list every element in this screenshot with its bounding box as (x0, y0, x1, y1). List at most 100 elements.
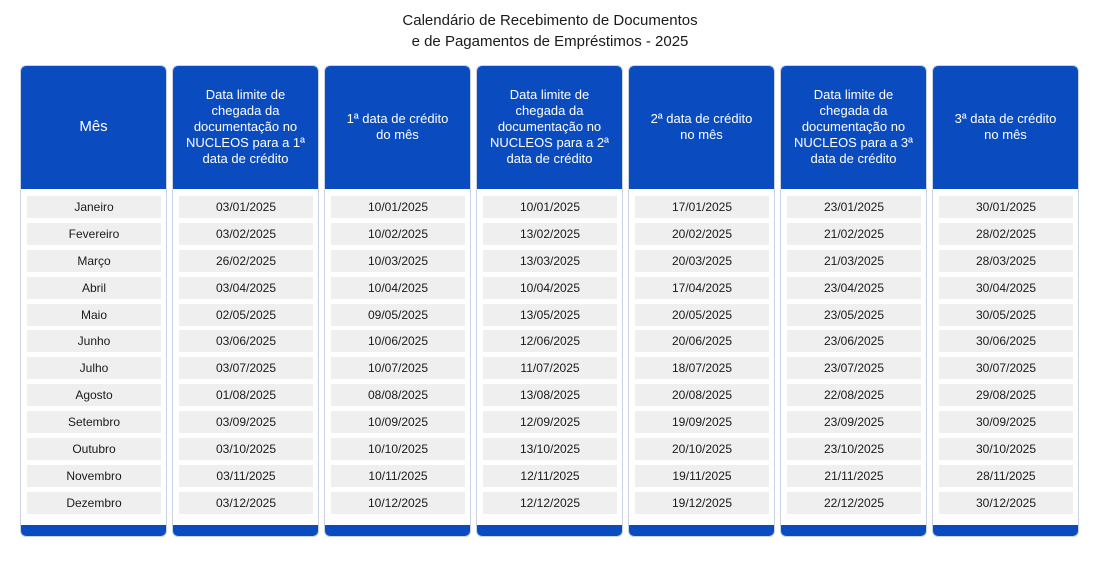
table-cell-credito3: 28/11/2025 (939, 464, 1073, 487)
column-limite-2: Data limite de chegada da documentação n… (476, 65, 623, 537)
table-cell-limite2: 12/09/2025 (483, 411, 617, 434)
table-cell-credito1: 10/02/2025 (331, 222, 465, 245)
column-cells-mes: Janeiro Fevereiro Março Abril Maio Junho Julho… (27, 196, 161, 519)
column-header-limite-3: Data limite de chegada da documentação n… (781, 66, 926, 189)
table-cell-limite2: 13/05/2025 (483, 303, 617, 326)
table-cell-limite3: 23/10/2025 (787, 438, 921, 461)
table-cell-limite3: 22/12/2025 (787, 491, 921, 514)
column-cells-limite-3: 23/01/2025 21/02/2025 21/03/2025 23/04/2025… (787, 196, 921, 519)
column-cells-credito-1: 10/01/2025 10/02/2025 10/03/2025 10/04/2025… (331, 196, 465, 519)
column-header-credito-1: 1ª data de crédito do mês (325, 66, 470, 189)
table-cell-limite2: 13/08/2025 (483, 384, 617, 407)
table-cell-credito2: 20/02/2025 (635, 222, 769, 245)
column-footer (781, 525, 926, 536)
column-footer (325, 525, 470, 536)
column-mes: Mês Janeiro Fevereiro Março Abril Maio Junho J… (20, 65, 167, 537)
table-cell-credito2: 19/09/2025 (635, 411, 769, 434)
table-cell-limite3: 23/01/2025 (787, 196, 921, 218)
table-cell-credito1: 10/04/2025 (331, 276, 465, 299)
table-cell-credito2: 18/07/2025 (635, 357, 769, 380)
table-cell-credito3: 30/12/2025 (939, 491, 1073, 514)
table-cell-limite2: 13/03/2025 (483, 249, 617, 272)
table-cell-limite1: 26/02/2025 (179, 249, 313, 272)
table-cell-limite2: 12/06/2025 (483, 330, 617, 353)
column-credito-1: 1ª data de crédito do mês 10/01/2025 10/0… (324, 65, 471, 537)
table-cell-limite3: 21/11/2025 (787, 464, 921, 487)
table-cell-credito1: 10/01/2025 (331, 196, 465, 218)
table-cell-credito3: 29/08/2025 (939, 384, 1073, 407)
table-cell-mes: Janeiro (27, 196, 161, 218)
table-cell-mes: Março (27, 249, 161, 272)
column-footer (477, 525, 622, 536)
column-cells-credito-2: 17/01/2025 20/02/2025 20/03/2025 17/04/2025… (635, 196, 769, 519)
table-cell-limite1: 03/10/2025 (179, 438, 313, 461)
column-cells-limite-2: 10/01/2025 13/02/2025 13/03/2025 10/04/2025… (483, 196, 617, 519)
table-cell-credito3: 30/04/2025 (939, 276, 1073, 299)
table-cell-mes: Abril (27, 276, 161, 299)
table-cell-mes: Fevereiro (27, 222, 161, 245)
table-cell-credito2: 20/05/2025 (635, 303, 769, 326)
table-cell-limite3: 21/02/2025 (787, 222, 921, 245)
table-cell-limite2: 13/02/2025 (483, 222, 617, 245)
table-cell-credito1: 08/08/2025 (331, 384, 465, 407)
table-cell-credito2: 20/10/2025 (635, 438, 769, 461)
table-cell-credito1: 10/03/2025 (331, 249, 465, 272)
title-line-2: e de Pagamentos de Empréstimos - 2025 (411, 33, 689, 50)
table-cell-limite2: 10/04/2025 (483, 276, 617, 299)
column-cells-limite-1: 03/01/2025 03/02/2025 26/02/2025 03/04/2025… (179, 196, 313, 519)
table-cell-mes: Novembro (27, 464, 161, 487)
table-cell-credito1: 10/12/2025 (331, 491, 465, 514)
table-cell-limite1: 03/02/2025 (179, 222, 313, 245)
table-cell-credito1: 10/09/2025 (331, 411, 465, 434)
table-cell-mes: Julho (27, 357, 161, 380)
table-cell-limite2: 12/12/2025 (483, 491, 617, 514)
table-cell-limite1: 03/09/2025 (179, 411, 313, 434)
table-cell-limite1: 03/07/2025 (179, 357, 313, 380)
table-cell-credito3: 30/01/2025 (939, 196, 1073, 218)
table-cell-credito3: 28/02/2025 (939, 222, 1073, 245)
table-cell-limite3: 23/04/2025 (787, 276, 921, 299)
table-cell-credito1: 10/11/2025 (331, 464, 465, 487)
column-cells-credito-3: 30/01/2025 28/02/2025 28/03/2025 30/04/2025… (939, 196, 1073, 519)
table-cell-credito3: 30/06/2025 (939, 330, 1073, 353)
table-cell-mes: Outubro (27, 438, 161, 461)
table-cell-limite2: 11/07/2025 (483, 357, 617, 380)
table-cell-credito2: 20/06/2025 (635, 330, 769, 353)
table-cell-limite3: 23/05/2025 (787, 303, 921, 326)
table-cell-mes: Agosto (27, 384, 161, 407)
column-header-credito-2: 2ª data de crédito no mês (629, 66, 774, 189)
table-cell-limite1: 02/05/2025 (179, 303, 313, 326)
table-cell-credito2: 17/04/2025 (635, 276, 769, 299)
title-line-1: Calendário de Recebimento de Documentos (402, 12, 698, 29)
column-limite-1: Data limite de chegada da documentação n… (172, 65, 319, 537)
table-cell-limite1: 03/11/2025 (179, 464, 313, 487)
table-cell-limite1: 03/06/2025 (179, 330, 313, 353)
table-cell-credito2: 20/03/2025 (635, 249, 769, 272)
column-footer (173, 525, 318, 536)
column-header-limite-1: Data limite de chegada da documentação n… (173, 66, 318, 189)
table-cell-mes: Setembro (27, 411, 161, 434)
table-cell-limite3: 23/09/2025 (787, 411, 921, 434)
table-cell-limite1: 01/08/2025 (179, 384, 313, 407)
column-footer (933, 525, 1078, 536)
column-header-limite-2: Data limite de chegada da documentação n… (477, 66, 622, 189)
column-limite-3: Data limite de chegada da documentação n… (780, 65, 927, 537)
table-cell-limite1: 03/12/2025 (179, 491, 313, 514)
table-cell-credito2: 19/11/2025 (635, 464, 769, 487)
table-cell-limite3: 23/06/2025 (787, 330, 921, 353)
table-cell-credito1: 10/07/2025 (331, 357, 465, 380)
table-cell-mes: Dezembro (27, 491, 161, 514)
page-title: Calendário de Recebimento de Documentos … (0, 10, 1100, 52)
column-header-mes: Mês (21, 66, 166, 189)
column-footer (629, 525, 774, 536)
column-footer (21, 525, 166, 536)
table-cell-credito2: 19/12/2025 (635, 491, 769, 514)
column-header-credito-3: 3ª data de crédito no mês (933, 66, 1078, 189)
table-cell-credito3: 28/03/2025 (939, 249, 1073, 272)
table-cell-credito3: 30/10/2025 (939, 438, 1073, 461)
table-cell-limite3: 22/08/2025 (787, 384, 921, 407)
table-cell-limite2: 13/10/2025 (483, 438, 617, 461)
column-credito-2: 2ª data de crédito no mês 17/01/2025 20/0… (628, 65, 775, 537)
column-credito-3: 3ª data de crédito no mês 30/01/2025 28/0… (932, 65, 1079, 537)
table-cell-mes: Junho (27, 330, 161, 353)
